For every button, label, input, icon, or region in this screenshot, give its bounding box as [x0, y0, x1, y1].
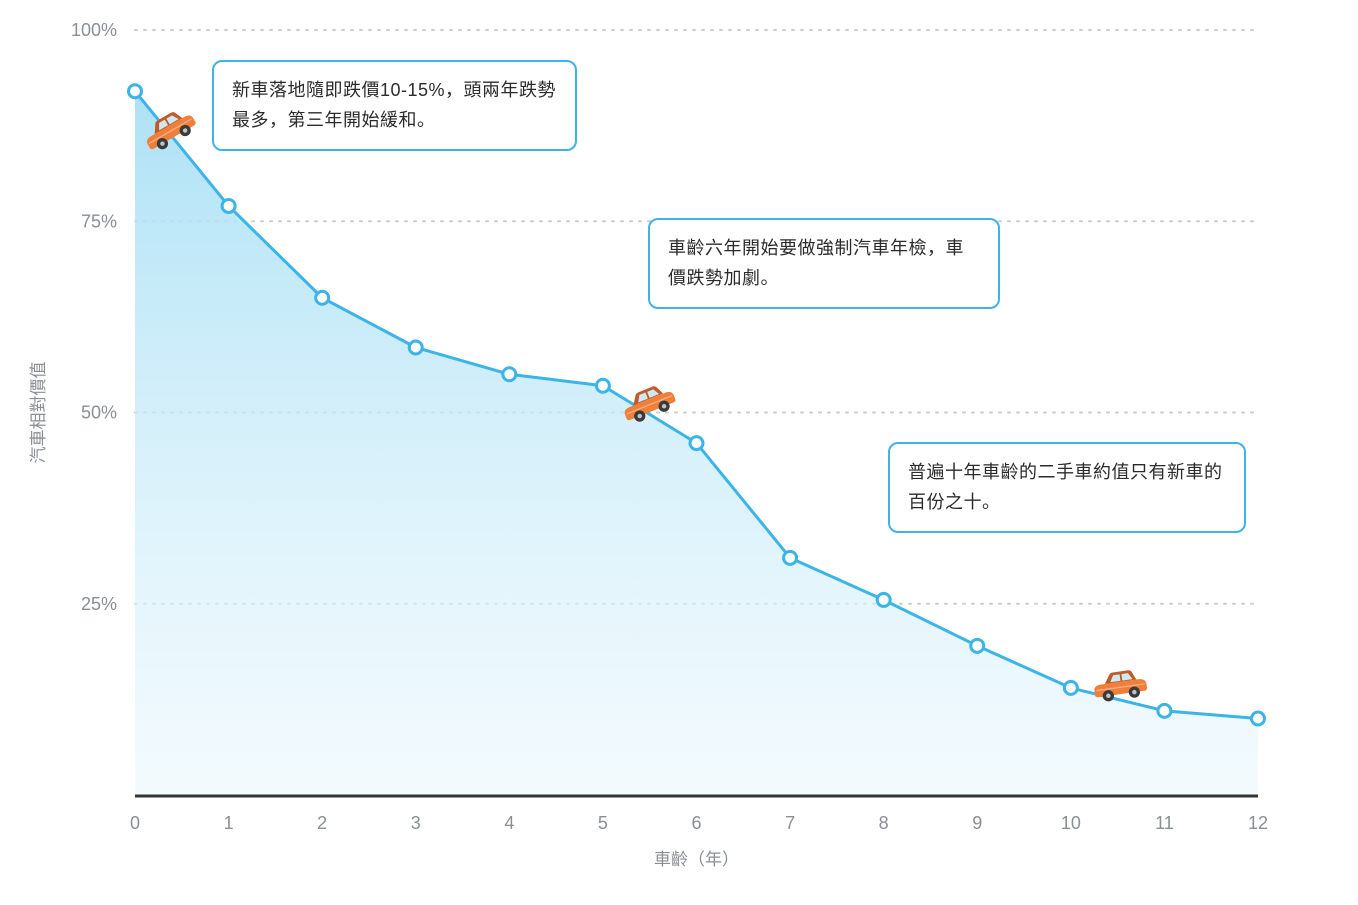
annot-0: 新車落地隨即跌價10-15%，頭兩年跌勢最多，第三年開始緩和。 — [212, 60, 577, 151]
x-tick-label: 4 — [504, 813, 514, 833]
y-tick-label: 100% — [71, 20, 117, 40]
data-point — [503, 368, 516, 381]
x-tick-label: 10 — [1061, 813, 1081, 833]
data-point — [1252, 712, 1265, 725]
data-point — [784, 551, 797, 564]
x-tick-label: 3 — [411, 813, 421, 833]
data-point — [596, 379, 609, 392]
data-point — [316, 291, 329, 304]
x-axis-label: 車齡（年） — [654, 850, 739, 869]
depreciation-chart: 25%50%75%100%0123456789101112車齡（年）汽車相對價值… — [0, 0, 1358, 905]
y-axis-label: 汽車相對價值 — [29, 362, 48, 464]
x-tick-label: 1 — [224, 813, 234, 833]
data-point — [129, 85, 142, 98]
data-point — [690, 437, 703, 450]
y-tick-label: 25% — [81, 594, 117, 614]
x-tick-label: 9 — [972, 813, 982, 833]
data-point — [1158, 704, 1171, 717]
x-tick-label: 5 — [598, 813, 608, 833]
data-point — [1064, 681, 1077, 694]
y-tick-label: 75% — [81, 211, 117, 231]
data-point — [877, 593, 890, 606]
annot-2: 普遍十年車齡的二手車約值只有新車的百份之十。 — [888, 442, 1246, 533]
x-tick-label: 12 — [1248, 813, 1268, 833]
annot-1: 車齡六年開始要做強制汽車年檢，車價跌勢加劇。 — [648, 218, 1000, 309]
x-tick-label: 2 — [317, 813, 327, 833]
data-point — [222, 199, 235, 212]
y-tick-label: 50% — [81, 403, 117, 423]
x-tick-label: 11 — [1155, 813, 1174, 833]
x-tick-label: 8 — [879, 813, 889, 833]
data-point — [409, 341, 422, 354]
data-point — [971, 639, 984, 652]
x-tick-label: 7 — [785, 813, 795, 833]
x-tick-label: 0 — [130, 813, 140, 833]
x-tick-label: 6 — [691, 813, 701, 833]
